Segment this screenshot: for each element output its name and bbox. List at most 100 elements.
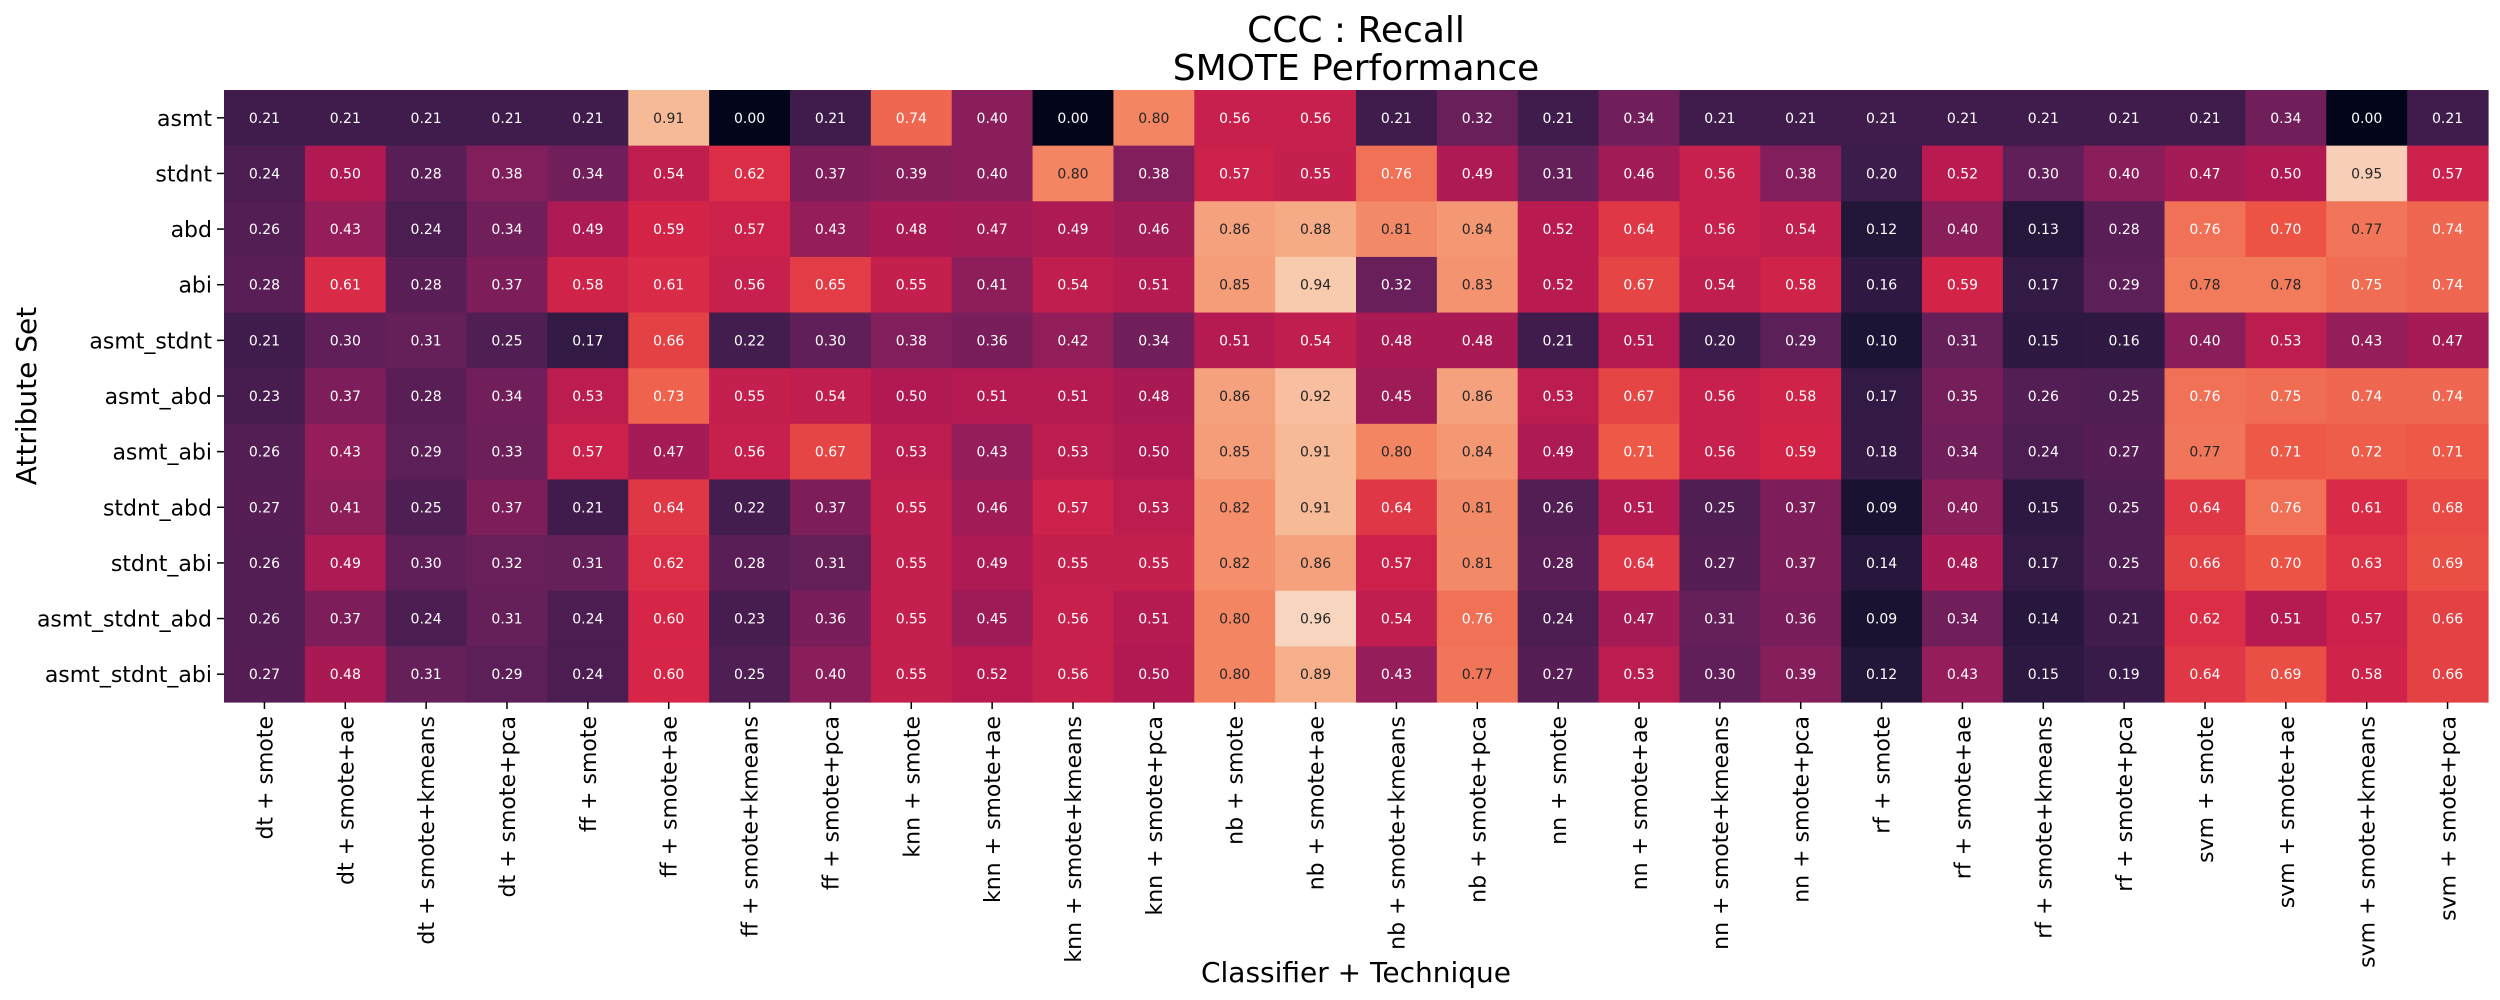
row-label: asmt_abi bbox=[112, 441, 212, 466]
cell-value-label: 0.73 bbox=[653, 389, 684, 405]
cell-value-label: 0.88 bbox=[1300, 222, 1331, 238]
heatmap-cell bbox=[1922, 201, 2004, 258]
heatmap-cell bbox=[870, 423, 953, 481]
heatmap-cell bbox=[1679, 479, 1761, 536]
cell-value-label: 0.17 bbox=[2028, 556, 2059, 572]
cell-value-label: 0.59 bbox=[1947, 278, 1978, 294]
cell-value-label: 0.22 bbox=[734, 500, 765, 516]
column-label: svm + smote+ae bbox=[2275, 716, 2300, 908]
heatmap-cell bbox=[1760, 423, 1842, 481]
cell-value-label: 0.24 bbox=[411, 612, 442, 628]
heatmap-cell bbox=[547, 590, 629, 647]
cell-value-label: 0.91 bbox=[1300, 500, 1331, 516]
row-label: asmt_stdnt bbox=[89, 329, 212, 354]
cell-value-label: 0.14 bbox=[1866, 556, 1897, 572]
cell-value-label: 0.31 bbox=[411, 333, 442, 349]
heatmap-cell bbox=[547, 256, 629, 314]
heatmap-cell bbox=[1436, 646, 1519, 703]
heatmap-cell bbox=[2164, 145, 2247, 202]
heatmap-cell bbox=[2002, 368, 2085, 425]
cell-value-label: 0.25 bbox=[491, 333, 522, 349]
heatmap-cell bbox=[385, 312, 468, 369]
heatmap-cell bbox=[547, 90, 629, 147]
heatmap-cell bbox=[1436, 312, 1519, 369]
heatmap-cell bbox=[385, 145, 468, 202]
heatmap-cell bbox=[1194, 479, 1276, 536]
heatmap-cell bbox=[1356, 256, 1438, 314]
cell-value-label: 0.24 bbox=[572, 612, 603, 628]
heatmap-cell bbox=[870, 201, 953, 258]
cell-value-label: 0.64 bbox=[2189, 667, 2220, 683]
cell-value-label: 0.31 bbox=[572, 556, 603, 572]
heatmap-cell bbox=[466, 590, 549, 647]
heatmap-cell bbox=[2164, 256, 2247, 314]
cell-value-label: 0.48 bbox=[1947, 556, 1978, 572]
heatmap-cell bbox=[1356, 145, 1438, 202]
heatmap-cell bbox=[870, 535, 953, 592]
heatmap-cell bbox=[790, 256, 872, 314]
heatmap-cell bbox=[1113, 312, 1195, 369]
heatmap-cell bbox=[790, 590, 872, 647]
heatmap-cell bbox=[628, 312, 710, 369]
heatmap-cell bbox=[1113, 145, 1195, 202]
cell-value-label: 0.54 bbox=[653, 166, 684, 182]
cell-value-label: 0.43 bbox=[1381, 667, 1412, 683]
heatmap-cell bbox=[870, 590, 953, 647]
cell-value-label: 0.21 bbox=[815, 111, 846, 127]
cell-value-label: 0.86 bbox=[1300, 556, 1331, 572]
heatmap-cell bbox=[1275, 423, 1357, 481]
cell-value-label: 0.48 bbox=[896, 222, 927, 238]
cell-value-label: 0.53 bbox=[2270, 333, 2301, 349]
heatmap-cell bbox=[1841, 590, 1923, 647]
heatmap-cell bbox=[1517, 256, 1600, 314]
heatmap-cell bbox=[1598, 201, 1681, 258]
cell-value-label: 0.34 bbox=[572, 166, 603, 182]
heatmap-cell bbox=[1436, 535, 1519, 592]
heatmap-cell bbox=[466, 368, 549, 425]
heatmap-cell bbox=[628, 590, 710, 647]
heatmap-cell bbox=[466, 90, 549, 147]
heatmap-cell bbox=[2407, 368, 2489, 425]
cell-value-label: 0.37 bbox=[815, 166, 846, 182]
cell-value-label: 0.26 bbox=[249, 556, 280, 572]
heatmap-cell bbox=[628, 646, 710, 703]
cell-value-label: 0.56 bbox=[1057, 667, 1088, 683]
row-label: stdnt_abi bbox=[111, 552, 212, 577]
cell-value-label: 0.80 bbox=[1138, 111, 1169, 127]
cell-value-label: 0.67 bbox=[815, 445, 846, 461]
heatmap-cell bbox=[2245, 256, 2327, 314]
cell-value-label: 0.75 bbox=[2270, 389, 2301, 405]
cell-value-label: 0.34 bbox=[1138, 333, 1169, 349]
heatmap-cell bbox=[628, 479, 710, 536]
heatmap-cell bbox=[304, 90, 387, 147]
cell-value-label: 0.37 bbox=[330, 389, 361, 405]
cell-value-label: 0.28 bbox=[411, 166, 442, 182]
heatmap-cell bbox=[547, 646, 629, 703]
cell-value-label: 0.62 bbox=[734, 166, 765, 182]
cell-value-label: 0.21 bbox=[2109, 612, 2140, 628]
heatmap-cell bbox=[1517, 590, 1600, 647]
cell-value-label: 0.24 bbox=[249, 166, 280, 182]
heatmap-cell bbox=[304, 535, 387, 592]
heatmap-cell bbox=[1517, 312, 1600, 369]
cell-value-label: 0.43 bbox=[977, 445, 1008, 461]
cell-value-label: 0.16 bbox=[1866, 278, 1897, 294]
column-label: rf + smote+kmeans bbox=[2032, 716, 2057, 939]
heatmap-cell bbox=[1032, 479, 1115, 536]
cell-value-label: 0.47 bbox=[2432, 333, 2463, 349]
cell-value-label: 0.71 bbox=[2270, 445, 2301, 461]
cell-value-label: 0.48 bbox=[330, 667, 361, 683]
cell-value-label: 0.21 bbox=[2432, 111, 2463, 127]
cell-value-label: 0.57 bbox=[2432, 166, 2463, 182]
heatmap-cell bbox=[628, 423, 710, 481]
heatmap-cell bbox=[385, 201, 468, 258]
heatmap-cell bbox=[1760, 145, 1842, 202]
heatmap-cell bbox=[547, 479, 629, 536]
cell-value-label: 0.68 bbox=[2432, 500, 2463, 516]
heatmap-cell bbox=[1194, 312, 1276, 369]
heatmap-cell bbox=[1679, 368, 1761, 425]
heatmap-cell bbox=[2083, 368, 2166, 425]
cell-value-label: 0.82 bbox=[1219, 500, 1250, 516]
cell-value-label: 0.18 bbox=[1866, 445, 1897, 461]
cell-value-label: 0.70 bbox=[2270, 556, 2301, 572]
